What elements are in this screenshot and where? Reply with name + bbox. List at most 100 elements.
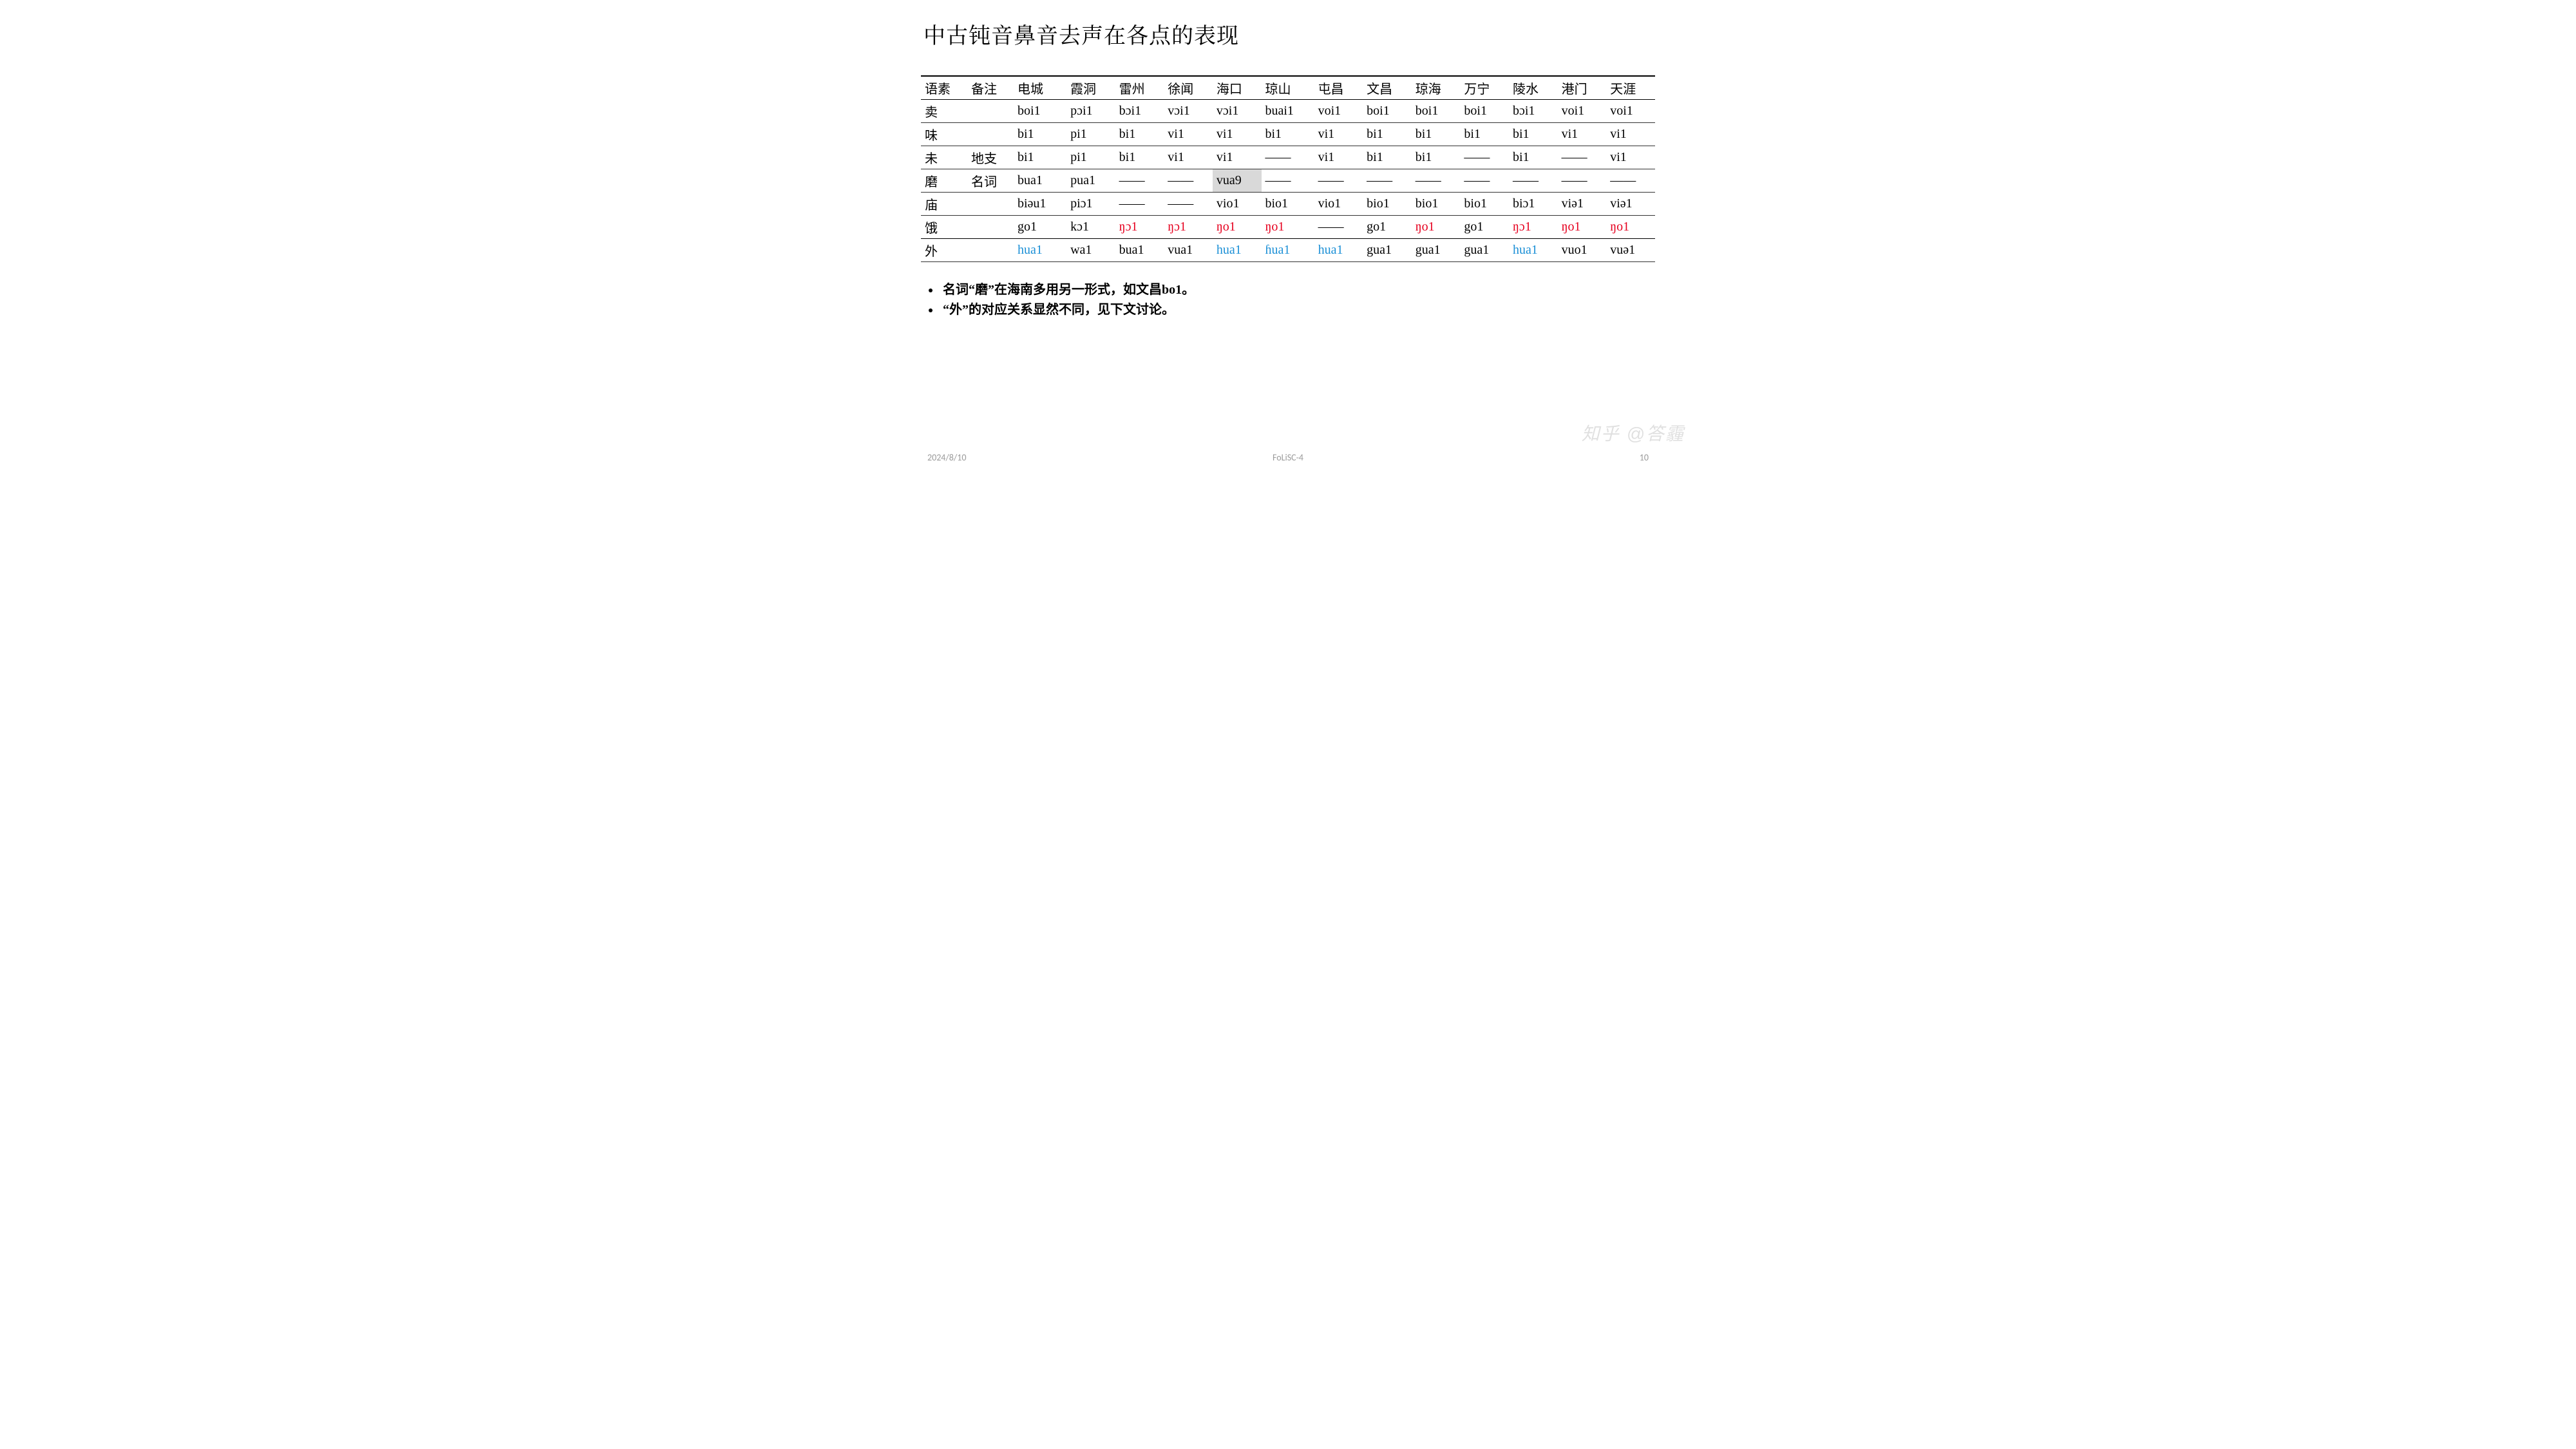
table-cell: vi1	[1558, 123, 1607, 146]
table-header-cell: 琼山	[1262, 76, 1314, 100]
table-cell: 磨	[921, 169, 967, 193]
table-cell: bi1	[1509, 123, 1558, 146]
table-cell	[967, 100, 1014, 123]
table-cell: biəu1	[1014, 193, 1066, 216]
table-row: 味bi1pi1bi1vi1vi1bi1vi1bi1bi1bi1bi1vi1vi1	[921, 123, 1655, 146]
table-header-cell: 港门	[1558, 76, 1607, 100]
table-cell: vi1	[1213, 123, 1262, 146]
table-cell: ——	[1262, 146, 1314, 169]
slide: 中古钝音鼻音去声在各点的表现 语素备注电城霞洞雷州徐闻海口琼山屯昌文昌琼海万宁陵…	[876, 0, 1700, 464]
table-cell: vuə1	[1606, 239, 1655, 262]
note-item: 名词“磨”在海南多用另一形式，如文昌bo1。	[940, 279, 1655, 298]
table-cell: ——	[1509, 169, 1558, 193]
table-cell: bi1	[1412, 146, 1461, 169]
table-row: 磨名词bua1pua1————vua9————————————————	[921, 169, 1655, 193]
table-cell: vi1	[1314, 146, 1363, 169]
table-cell: boi1	[1363, 100, 1412, 123]
table-cell: ——	[1164, 193, 1213, 216]
table-cell	[967, 193, 1014, 216]
table-cell: pi1	[1066, 146, 1115, 169]
watermark: 知乎 @答霾	[1582, 420, 1685, 446]
notes-list: 名词“磨”在海南多用另一形式，如文昌bo1。“外”的对应关系显然不同，见下文讨论…	[926, 279, 1655, 317]
table-cell: ——	[1412, 169, 1461, 193]
table-header-cell: 雷州	[1115, 76, 1164, 100]
table-cell: vi1	[1164, 146, 1213, 169]
table-cell: boi1	[1014, 100, 1066, 123]
table-header-cell: 天涯	[1606, 76, 1655, 100]
table-cell: bi1	[1460, 123, 1509, 146]
table-header-cell: 霞洞	[1066, 76, 1115, 100]
table-cell: ŋo1	[1262, 216, 1314, 239]
footer-center: FoLiSC-4	[876, 452, 1700, 463]
table-cell: ——	[1558, 146, 1607, 169]
table-cell: ——	[1606, 169, 1655, 193]
table-cell: go1	[1460, 216, 1509, 239]
table-cell: hua1	[1509, 239, 1558, 262]
table-cell: 外	[921, 239, 967, 262]
table-cell: kɔ1	[1066, 216, 1115, 239]
table-cell: 庙	[921, 193, 967, 216]
table-cell: ——	[1460, 169, 1509, 193]
table-cell: bi1	[1014, 123, 1066, 146]
table-cell: vi1	[1606, 146, 1655, 169]
table-cell: ŋo1	[1213, 216, 1262, 239]
table-cell: vio1	[1213, 193, 1262, 216]
table-header-cell: 徐闻	[1164, 76, 1213, 100]
table-cell: bi1	[1014, 146, 1066, 169]
table-cell: ŋo1	[1558, 216, 1607, 239]
table-cell: hua1	[1213, 239, 1262, 262]
table-cell: bi1	[1363, 146, 1412, 169]
table-header-cell: 海口	[1213, 76, 1262, 100]
table-cell: pi1	[1066, 123, 1115, 146]
table-cell: gua1	[1412, 239, 1461, 262]
table-header-row: 语素备注电城霞洞雷州徐闻海口琼山屯昌文昌琼海万宁陵水港门天涯	[921, 76, 1655, 100]
table-cell: gua1	[1460, 239, 1509, 262]
table-cell: gua1	[1363, 239, 1412, 262]
table-cell: bi1	[1412, 123, 1461, 146]
table-cell: hua1	[1314, 239, 1363, 262]
table-cell: go1	[1363, 216, 1412, 239]
table-cell: wa1	[1066, 239, 1115, 262]
table-header-cell: 屯昌	[1314, 76, 1363, 100]
table-cell: bi1	[1363, 123, 1412, 146]
table-cell: ——	[1363, 169, 1412, 193]
table-cell	[967, 123, 1014, 146]
table-cell: biɔ1	[1509, 193, 1558, 216]
table-cell: 地支	[967, 146, 1014, 169]
table-header-cell: 文昌	[1363, 76, 1412, 100]
table-cell: vi1	[1606, 123, 1655, 146]
table-header-cell: 备注	[967, 76, 1014, 100]
table-cell: piɔ1	[1066, 193, 1115, 216]
table-cell: boi1	[1412, 100, 1461, 123]
table-header-cell: 电城	[1014, 76, 1066, 100]
table-cell: bi1	[1509, 146, 1558, 169]
table-cell: ——	[1558, 169, 1607, 193]
table-cell: bi1	[1262, 123, 1314, 146]
table-cell: vi1	[1213, 146, 1262, 169]
table-cell: bio1	[1262, 193, 1314, 216]
table-cell: ŋɔ1	[1509, 216, 1558, 239]
table-header-cell: 万宁	[1460, 76, 1509, 100]
table-cell: ŋo1	[1412, 216, 1461, 239]
page-title: 中古钝音鼻音去声在各点的表现	[923, 18, 1655, 50]
table-cell: bɔi1	[1115, 100, 1164, 123]
table-cell: vɔi1	[1164, 100, 1213, 123]
table-cell: vio1	[1314, 193, 1363, 216]
table-cell: 味	[921, 123, 967, 146]
table-cell: bio1	[1363, 193, 1412, 216]
table-row: 未地支bi1pi1bi1vi1vi1——vi1bi1bi1——bi1——vi1	[921, 146, 1655, 169]
table-cell: vɔi1	[1213, 100, 1262, 123]
table-cell: ——	[1164, 169, 1213, 193]
table-cell: ——	[1262, 169, 1314, 193]
table-cell: bio1	[1412, 193, 1461, 216]
table-header-cell: 琼海	[1412, 76, 1461, 100]
table-header-cell: 陵水	[1509, 76, 1558, 100]
table-cell: voi1	[1314, 100, 1363, 123]
table-cell: boi1	[1460, 100, 1509, 123]
table-cell: 名词	[967, 169, 1014, 193]
table-cell: vuo1	[1558, 239, 1607, 262]
table-cell: buai1	[1262, 100, 1314, 123]
table-cell: pua1	[1066, 169, 1115, 193]
table-cell: viə1	[1606, 193, 1655, 216]
table-cell: ŋɔ1	[1164, 216, 1213, 239]
